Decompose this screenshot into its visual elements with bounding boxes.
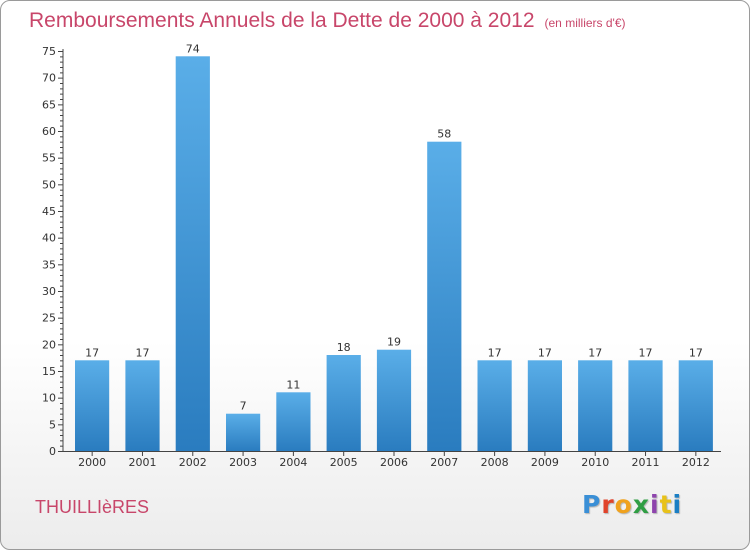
x-tick-label: 2001 — [128, 456, 156, 469]
x-tick-label: 2003 — [229, 456, 257, 469]
bar — [427, 141, 462, 451]
x-tick-label: 2010 — [581, 456, 609, 469]
logo-letter: i — [672, 490, 683, 519]
bar-value-label: 17 — [538, 346, 552, 359]
y-tick-label: 55 — [42, 152, 56, 165]
bar-value-label: 17 — [85, 346, 99, 359]
logo-letter: x — [632, 490, 650, 519]
logo-letter: o — [614, 490, 633, 519]
chart-title-text: Remboursements Annuels de la Dette de 20… — [29, 9, 535, 32]
bar — [326, 355, 361, 451]
x-tick-label: 2002 — [179, 456, 207, 469]
y-tick-label: 30 — [42, 285, 56, 298]
x-tick-label: 2000 — [78, 456, 106, 469]
x-tick-label: 2011 — [632, 456, 660, 469]
bar — [477, 360, 512, 451]
y-tick-label: 35 — [42, 258, 56, 271]
y-tick-label: 75 — [42, 45, 56, 58]
y-tick-label: 15 — [42, 365, 56, 378]
x-tick-label: 2005 — [330, 456, 358, 469]
logo-letter: P — [582, 490, 602, 519]
bar-value-label: 74 — [186, 42, 200, 55]
x-tick-label: 2007 — [430, 456, 458, 469]
town-name: THUILLIèRES — [35, 497, 150, 517]
bar-value-label: 58 — [437, 128, 451, 141]
x-tick-label: 2004 — [279, 456, 307, 469]
bar-value-label: 17 — [588, 346, 602, 359]
bar — [125, 360, 160, 451]
bar — [226, 413, 261, 451]
bar — [628, 360, 663, 451]
y-tick-label: 40 — [42, 232, 56, 245]
bar-value-label: 19 — [387, 336, 401, 349]
logo-letter: r — [601, 490, 615, 519]
chart-subtitle: (en milliers d'€) — [544, 16, 626, 30]
bar — [75, 360, 110, 451]
logo-letter: i — [650, 490, 660, 519]
y-tick-label: 70 — [42, 72, 56, 85]
x-tick-label: 2008 — [481, 456, 509, 469]
logo-letter: t — [659, 490, 673, 519]
x-tick-label: 2006 — [380, 456, 408, 469]
y-tick-label: 5 — [49, 418, 56, 431]
bar-value-label: 17 — [639, 346, 653, 359]
bar-value-label: 17 — [488, 346, 502, 359]
y-tick-label: 10 — [42, 392, 56, 405]
chart-title: Remboursements Annuels de la Dette de 20… — [29, 9, 626, 33]
bar — [527, 360, 562, 451]
bar — [678, 360, 713, 451]
bar-value-label: 17 — [135, 346, 149, 359]
y-tick-label: 65 — [42, 98, 56, 111]
x-tick-label: 2012 — [682, 456, 710, 469]
y-tick-label: 0 — [49, 445, 56, 458]
y-tick-label: 25 — [42, 312, 56, 325]
bar-value-label: 17 — [689, 346, 703, 359]
bar — [376, 349, 412, 451]
y-tick-label: 50 — [42, 178, 56, 191]
bar — [175, 56, 210, 452]
bar-value-label: 11 — [286, 378, 300, 391]
y-tick-label: 20 — [42, 338, 56, 351]
x-tick-label: 2009 — [531, 456, 559, 469]
bar — [578, 360, 613, 451]
bar-value-label: 7 — [240, 400, 247, 413]
bar-value-label: 18 — [337, 341, 351, 354]
y-tick-label: 45 — [42, 205, 56, 218]
proxiti-logo: Proxiti — [582, 490, 682, 519]
y-tick-label: 60 — [42, 125, 56, 138]
bar — [276, 392, 311, 451]
